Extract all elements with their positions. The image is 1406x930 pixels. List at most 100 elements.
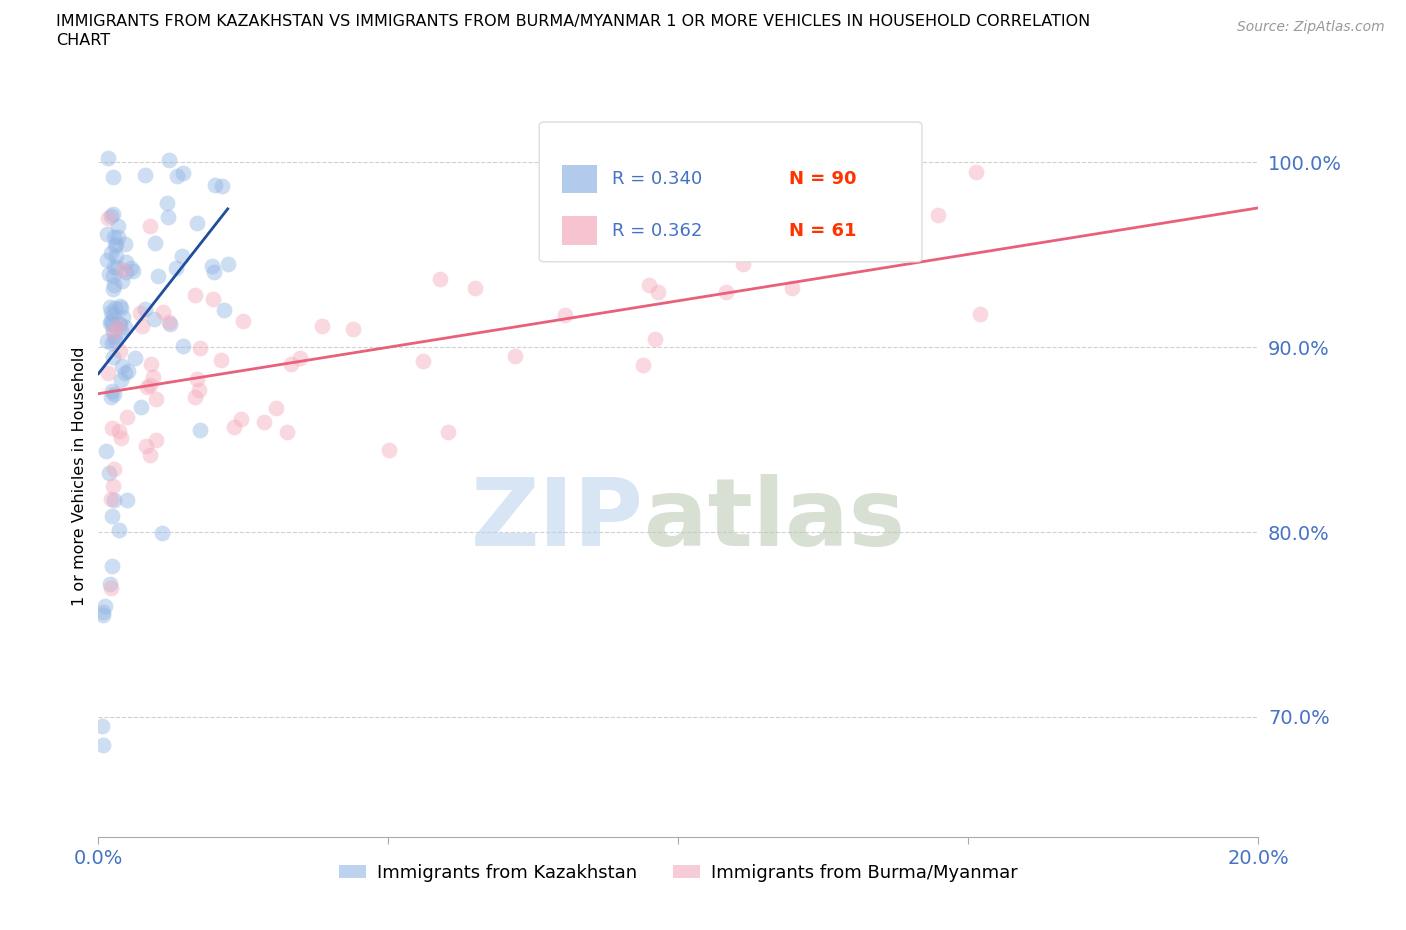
Point — [91, 604, 114, 619]
Point — [103, 479, 125, 494]
Point — [503, 349, 526, 364]
Point — [104, 238, 127, 253]
Point — [187, 382, 209, 397]
Point — [232, 313, 254, 328]
Point — [101, 383, 124, 398]
Text: Source: ZipAtlas.com: Source: ZipAtlas.com — [1237, 20, 1385, 34]
Point — [100, 209, 122, 224]
Point — [146, 268, 169, 283]
Text: N = 61: N = 61 — [789, 222, 856, 240]
Point — [101, 559, 124, 574]
Point — [969, 306, 991, 321]
Point — [139, 357, 162, 372]
Point — [202, 264, 225, 279]
Text: N = 90: N = 90 — [789, 170, 856, 188]
Point — [110, 431, 132, 445]
Point — [100, 304, 122, 319]
Point — [224, 419, 246, 434]
Point — [142, 370, 165, 385]
Point — [204, 177, 226, 192]
Point — [631, 357, 654, 372]
Point — [104, 328, 127, 343]
Point — [156, 210, 179, 225]
Point — [100, 314, 122, 329]
Point — [117, 364, 139, 379]
Point — [97, 210, 120, 225]
Point — [100, 580, 122, 595]
Point — [103, 493, 125, 508]
Point — [429, 272, 451, 286]
Point — [965, 165, 987, 179]
Point — [100, 421, 122, 436]
Point — [276, 424, 298, 439]
Point — [103, 269, 125, 284]
Point — [103, 169, 125, 184]
Point — [121, 264, 143, 279]
Point — [108, 523, 131, 538]
Text: R = 0.362: R = 0.362 — [612, 222, 703, 240]
Point — [104, 300, 127, 315]
Point — [96, 253, 118, 268]
Point — [103, 386, 125, 401]
Point — [135, 438, 157, 453]
Point — [131, 319, 153, 334]
Point — [143, 312, 166, 326]
Point — [105, 259, 128, 274]
Point — [124, 350, 146, 365]
Point — [107, 423, 129, 438]
Point — [927, 208, 949, 223]
Point — [152, 305, 174, 320]
Point — [342, 321, 364, 336]
Point — [91, 737, 114, 752]
Point — [145, 392, 167, 406]
Point — [172, 339, 194, 353]
Point — [94, 444, 117, 458]
Text: ZIP: ZIP — [471, 474, 644, 565]
Point — [96, 334, 118, 349]
Point — [94, 599, 117, 614]
Point — [114, 264, 136, 279]
Point — [112, 309, 135, 324]
Point — [183, 390, 205, 405]
Point — [101, 281, 124, 296]
Point — [107, 319, 129, 334]
Point — [101, 316, 124, 331]
Point — [145, 432, 167, 447]
Point — [436, 424, 458, 439]
Point — [110, 372, 132, 387]
Point — [186, 216, 208, 231]
Point — [103, 461, 125, 476]
Point — [111, 273, 134, 288]
Point — [290, 351, 312, 365]
Point — [98, 577, 121, 591]
Point — [211, 179, 233, 193]
Point — [101, 350, 124, 365]
Text: atlas: atlas — [644, 474, 904, 565]
Point — [91, 719, 114, 734]
Point — [264, 401, 287, 416]
Point — [184, 287, 207, 302]
Point — [134, 301, 156, 316]
Point — [105, 248, 128, 263]
Point — [159, 316, 181, 331]
Point — [200, 259, 222, 273]
Point — [110, 300, 132, 315]
Point — [103, 260, 125, 275]
Point — [644, 332, 666, 347]
Point — [103, 278, 125, 293]
Point — [172, 166, 194, 180]
Point — [111, 358, 134, 373]
FancyBboxPatch shape — [540, 122, 922, 262]
Point — [98, 299, 121, 314]
Point — [115, 254, 138, 269]
Point — [253, 414, 276, 429]
Point — [108, 299, 131, 313]
Point — [97, 266, 120, 281]
Text: R = 0.340: R = 0.340 — [612, 170, 703, 188]
Bar — [562, 165, 598, 193]
Point — [637, 277, 659, 292]
Point — [103, 334, 125, 349]
Point — [733, 257, 755, 272]
Point — [150, 525, 173, 540]
Point — [120, 260, 142, 275]
